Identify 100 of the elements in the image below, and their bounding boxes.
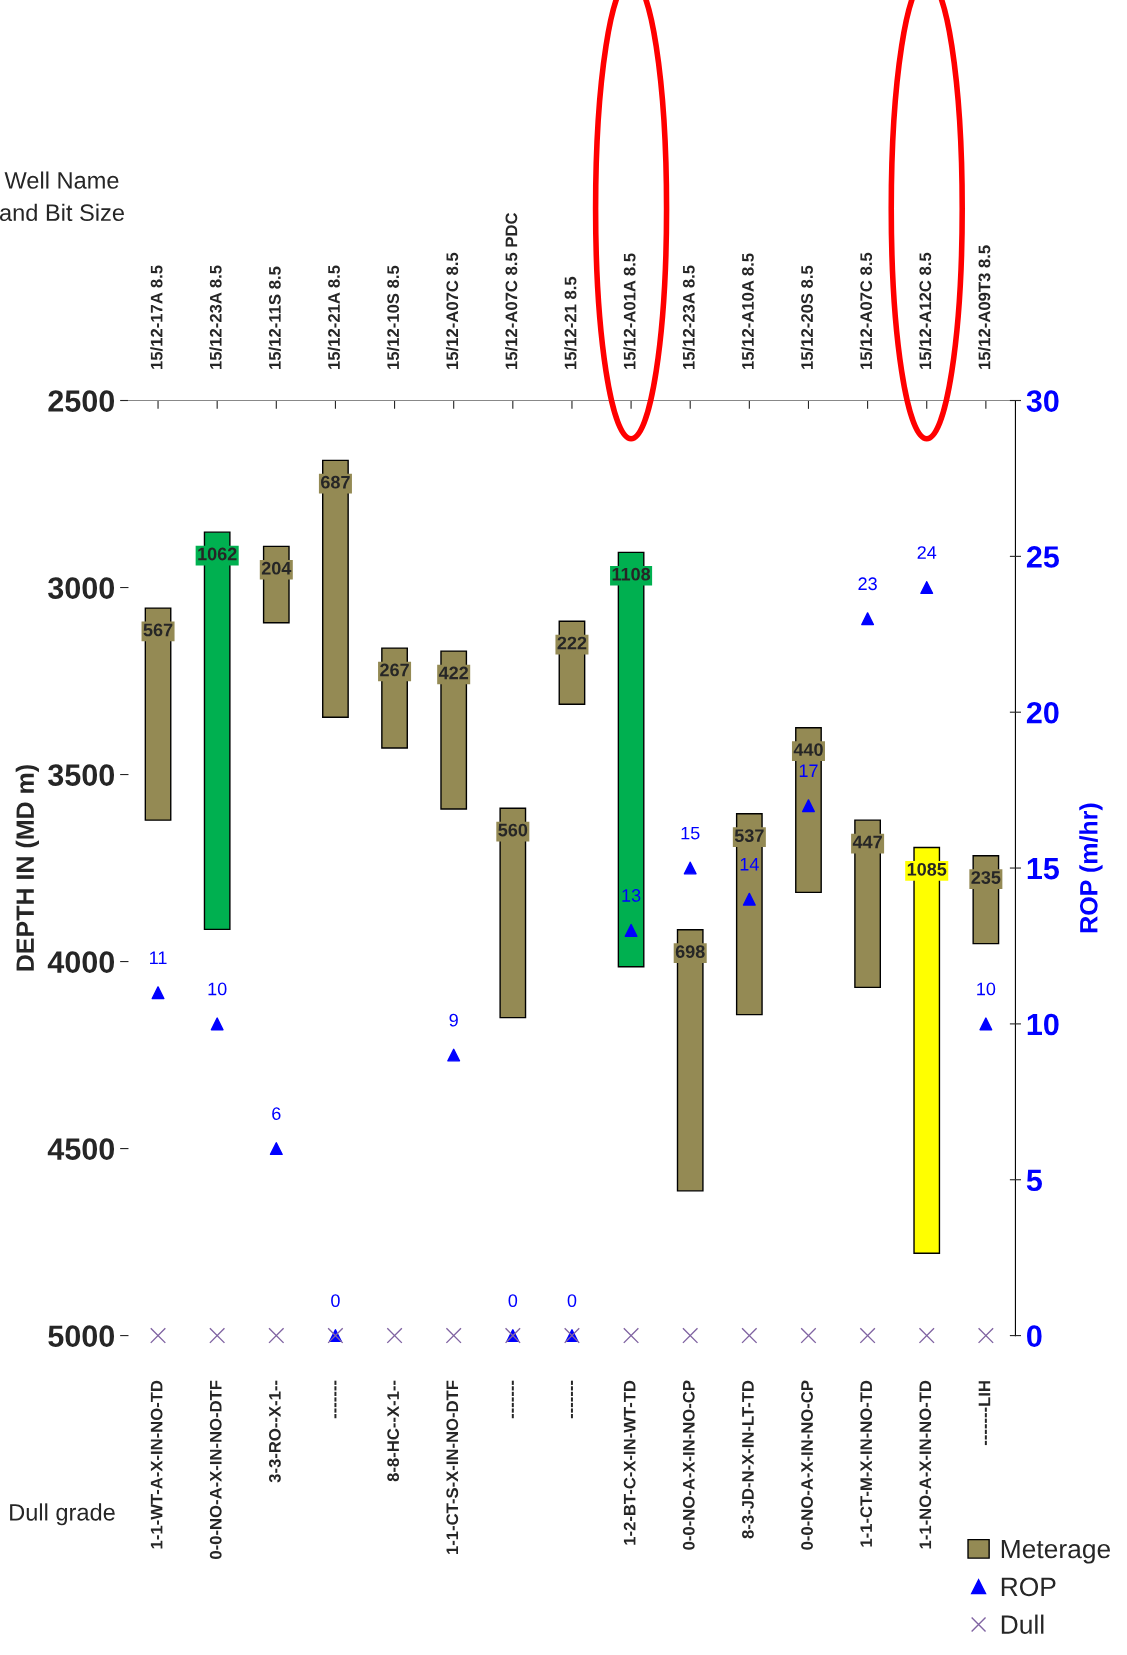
data-label: 6 xyxy=(272,1107,281,1120)
data-label: 10 xyxy=(977,982,996,996)
data-label: 3-3-RO--X-1-- xyxy=(268,1380,281,1483)
data-label: 1062 xyxy=(198,547,237,561)
data-label: ------- xyxy=(334,1380,337,1419)
data-label: 0-0-NO-A-X-IN-NO-CP xyxy=(801,1380,813,1550)
point xyxy=(623,1327,640,1344)
x-tick-label: 15/12-20S 8.5 xyxy=(800,265,814,369)
data-label: 8-8-HC--X-1-- xyxy=(387,1380,400,1482)
data-label: 9 xyxy=(449,1013,458,1027)
point xyxy=(624,923,638,937)
y2-tick-label: 15 xyxy=(1027,858,1059,880)
y2-tick-label: 30 xyxy=(1026,390,1059,412)
x-tick-label: 15/12-A07C 8.5 xyxy=(859,252,873,369)
point xyxy=(445,1327,462,1344)
point xyxy=(447,1048,461,1062)
x-tick-label: 15/12-A01A 8.5 xyxy=(623,253,636,369)
legend-label: Meterage xyxy=(1001,1539,1110,1564)
data-label: 235 xyxy=(971,871,1001,884)
data-label: 24 xyxy=(917,546,937,559)
data-label: 204 xyxy=(261,561,292,575)
x-tick-label: 15/12-23A 8.5 xyxy=(209,265,222,369)
data-label: 1085 xyxy=(907,862,947,876)
x-tick-label: 15/12-A12C 8.5 xyxy=(918,252,932,369)
point xyxy=(861,612,875,626)
point xyxy=(386,1327,403,1344)
y-tick-label: 3500 xyxy=(48,764,115,786)
x-tick-label: 15/12-A07C 8.5 xyxy=(445,252,459,369)
data-label: 440 xyxy=(793,743,823,757)
data-label: 13 xyxy=(622,889,641,902)
x-tick-label: 15/12-A07C 8.5 PDC xyxy=(505,212,518,369)
point xyxy=(800,1327,817,1344)
legend-label: ROP xyxy=(1001,1577,1056,1597)
x-tick-label: 15/12-21A 8.5 xyxy=(327,265,341,369)
data-label: 11 xyxy=(150,951,167,964)
data-label: 267 xyxy=(380,663,409,677)
y-tick-label: 5000 xyxy=(48,1325,115,1347)
text: Dull grade xyxy=(10,1503,115,1526)
data-label: ------- xyxy=(511,1380,514,1419)
data-label: 0 xyxy=(567,1294,577,1308)
y2-tick-label: 20 xyxy=(1026,701,1059,724)
text: Well Name and Bit Size xyxy=(0,171,124,222)
y-tick-label: 4000 xyxy=(47,951,115,973)
point xyxy=(741,1327,758,1344)
point xyxy=(210,1017,224,1031)
data-label: -------LIH xyxy=(978,1381,991,1446)
data-label: 10 xyxy=(208,982,227,996)
x-tick-label: 15/12-23A 8.5 xyxy=(682,265,695,369)
y-tick-label: 3000 xyxy=(48,577,115,599)
x-tick-label: 15/12-10S 8.5 xyxy=(386,265,400,369)
point xyxy=(269,1142,283,1156)
data-label: 1-1-WT-A-X-IN-NO-TD xyxy=(150,1380,163,1549)
y2-tick-label: 0 xyxy=(1027,1325,1042,1347)
data-label: ------- xyxy=(570,1380,573,1419)
point xyxy=(742,892,756,906)
data-label: 687 xyxy=(321,475,350,489)
point xyxy=(151,986,165,1000)
point xyxy=(859,1327,876,1344)
data-label: 17 xyxy=(799,764,818,777)
data-label: 1-1-CT-S-X-IN-NO-DTF xyxy=(446,1380,459,1554)
point xyxy=(268,1327,285,1344)
y-axis-title: DEPTH IN (MD m) xyxy=(15,765,39,971)
data-label: 14 xyxy=(740,858,759,871)
data-label: 222 xyxy=(557,636,587,650)
data-label: 560 xyxy=(498,823,528,837)
data-label: 1-2-BT-C-X-IN-WT-TD xyxy=(623,1380,636,1545)
y2-axis-title: ROP (m/hr) xyxy=(1079,803,1103,933)
x-tick-label: 15/12-11S 8.5 xyxy=(268,266,281,369)
point xyxy=(209,1327,226,1344)
y-tick-label: 4500 xyxy=(47,1138,115,1160)
point xyxy=(977,1327,994,1344)
y-tick-label: 2500 xyxy=(48,390,115,412)
x-tick-label: 15/12-A09T3 8.5 xyxy=(978,245,991,369)
point xyxy=(801,799,815,813)
point xyxy=(920,581,934,595)
data-label: 0 xyxy=(508,1294,518,1308)
x-tick-label: 15/12-21 8.5 xyxy=(564,276,577,369)
data-label: 8-3-JD-N-X-IN-LT-TD xyxy=(742,1380,754,1539)
data-label: 698 xyxy=(675,945,705,958)
data-label: 447 xyxy=(852,835,882,849)
x-tick-label: 15/12-17A 8.5 xyxy=(150,265,163,369)
data-label: 0-0-NO-A-X-IN-NO-DTF xyxy=(209,1380,222,1559)
point xyxy=(150,1327,167,1344)
point xyxy=(918,1327,935,1344)
data-label: 422 xyxy=(438,666,469,680)
legend-label: Dull xyxy=(1001,1614,1044,1634)
data-label: 15 xyxy=(681,826,700,840)
data-label: 1108 xyxy=(612,567,651,581)
y2-tick-label: 25 xyxy=(1026,546,1059,568)
point xyxy=(683,861,697,875)
point xyxy=(979,1017,993,1031)
x-tick-label: 15/12-A10A 8.5 xyxy=(741,253,754,369)
point xyxy=(682,1327,699,1344)
data-label: 0 xyxy=(331,1294,340,1308)
y2-tick-label: 10 xyxy=(1027,1013,1059,1036)
data-label: 23 xyxy=(858,577,877,591)
data-label: 0-0-NO-A-X-IN-NO-CP xyxy=(682,1380,695,1550)
data-label: 1-1-CT-M-X-IN-NO-TD xyxy=(860,1380,873,1547)
data-label: 537 xyxy=(734,829,764,843)
y2-tick-label: 5 xyxy=(1026,1169,1042,1192)
